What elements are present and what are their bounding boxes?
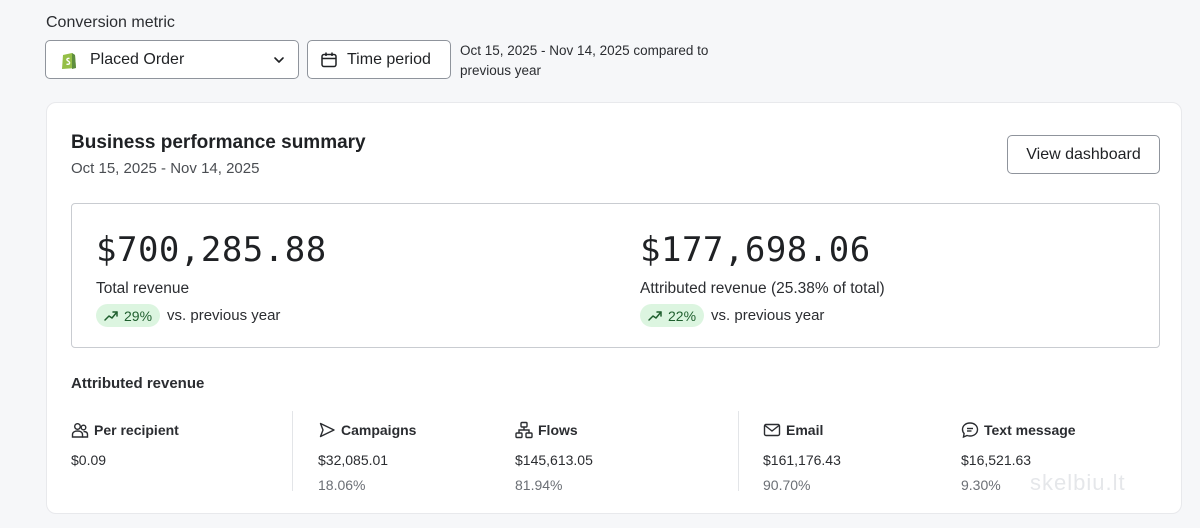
trend-comparison: vs. previous year [167, 307, 281, 324]
attributed-revenue-label: Attributed revenue (25.38% of total) [640, 280, 885, 297]
text-message-column: Text message $16,521.63 9.30% [961, 421, 1076, 493]
total-revenue-label: Total revenue [96, 280, 190, 297]
mail-icon [763, 423, 781, 437]
divider [738, 411, 739, 491]
column-value: $161,176.43 [763, 452, 841, 468]
time-period-label: Time period [347, 50, 431, 68]
column-value: $32,085.01 [318, 452, 389, 468]
column-percent: 90.70% [763, 477, 811, 493]
time-period-button[interactable]: Time period [307, 40, 451, 79]
attributed-revenue-title: Attributed revenue [71, 375, 205, 392]
trend-comparison: vs. previous year [711, 307, 825, 324]
performance-summary-card: Business performance summary Oct 15, 202… [46, 102, 1182, 514]
column-value: $16,521.63 [961, 452, 1032, 468]
period-note: Oct 15, 2025 - Nov 14, 2025 compared to … [460, 43, 709, 78]
watermark: skelbiu.lt [1030, 470, 1126, 495]
attributed-revenue-value: $177,698.06 [640, 230, 871, 270]
column-percent: 81.94% [515, 477, 563, 493]
column-label: Email [786, 422, 824, 438]
users-icon [71, 423, 89, 438]
column-percent: 9.30% [961, 477, 1001, 493]
column-label: Text message [984, 422, 1076, 438]
kpi-box: $700,285.88 Total revenue 29% vs. previo… [71, 203, 1160, 348]
card-title: Business performance summary [71, 132, 366, 153]
total-revenue-value: $700,285.88 [96, 230, 327, 270]
conversion-metric-select[interactable]: Placed Order [45, 40, 299, 79]
divider [292, 411, 293, 491]
flows-column: Flows $145,613.05 81.94% [515, 421, 593, 493]
trend-value: 29% [124, 307, 153, 324]
column-percent: 18.06% [318, 477, 366, 493]
trend-up-icon [104, 310, 118, 321]
per-recipient-column: Per recipient $0.09 [71, 421, 179, 468]
column-label: Campaigns [341, 422, 417, 438]
chevron-down-icon [274, 56, 284, 63]
column-value: $0.09 [71, 452, 107, 468]
total-revenue-trend: 29% vs. previous year [96, 304, 327, 327]
conversion-metric-label: Conversion metric [46, 14, 175, 31]
flow-icon [515, 421, 533, 439]
email-column: Email $161,176.43 90.70% [763, 421, 841, 493]
trend-badge: 29% [96, 304, 161, 327]
trend-badge: 22% [640, 304, 705, 327]
column-label: Flows [538, 422, 578, 438]
view-dashboard-button[interactable]: View dashboard [1007, 135, 1160, 174]
calendar-icon [321, 52, 337, 67]
send-icon [319, 422, 335, 438]
shopify-icon [62, 52, 76, 69]
total-revenue-kpi: $700,285.88 Total revenue 29% vs. previo… [96, 230, 327, 327]
trend-up-icon [648, 310, 662, 321]
message-icon [961, 422, 979, 439]
column-label: Per recipient [94, 422, 179, 438]
column-value: $145,613.05 [515, 452, 593, 468]
trend-value: 22% [668, 307, 697, 324]
attributed-revenue-trend: 22% vs. previous year [640, 304, 885, 327]
campaigns-column: Campaigns $32,085.01 18.06% [318, 421, 416, 493]
card-date-range: Oct 15, 2025 - Nov 14, 2025 [71, 160, 260, 177]
attributed-revenue-kpi: $177,698.06 Attributed revenue (25.38% o… [640, 230, 885, 327]
selected-metric: Placed Order [90, 50, 185, 68]
